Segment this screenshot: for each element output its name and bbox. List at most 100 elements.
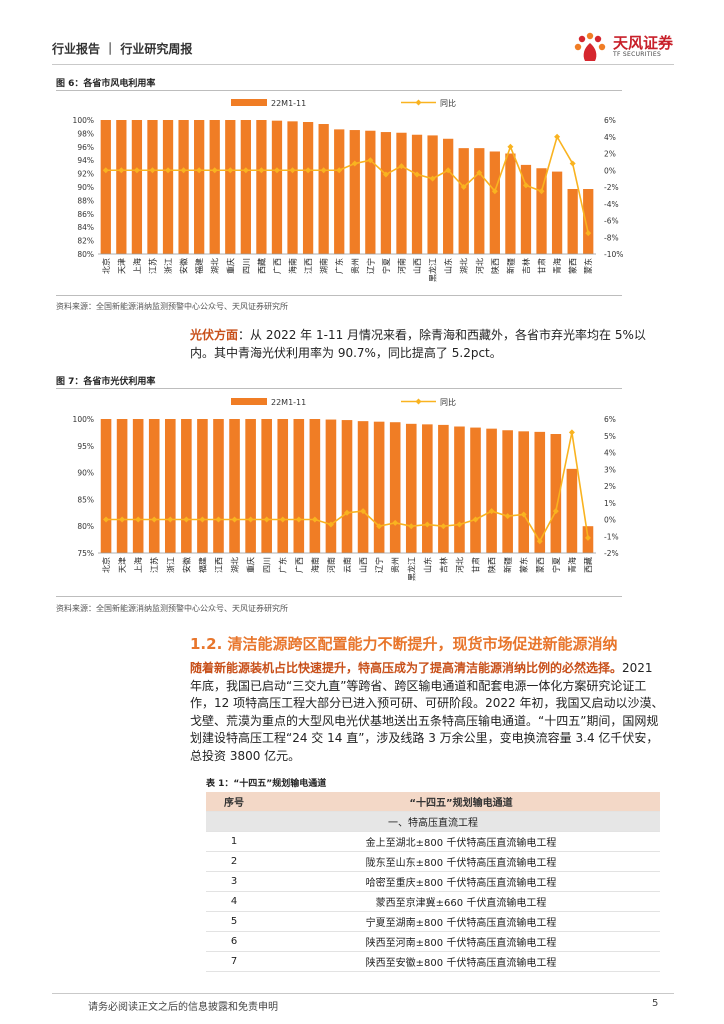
fig7-xtick: 四川 xyxy=(263,557,272,573)
figure6-source: 资料来源：全国新能源消纳监测预警中心公众号、天风证券研究所 xyxy=(56,302,288,311)
fig7-yoy-point xyxy=(552,508,559,515)
fig6-xtick: 蒙西 xyxy=(568,258,578,274)
fig6-bar xyxy=(334,129,345,254)
fig6-xtick: 河北 xyxy=(474,258,484,274)
fig6-yoy-point xyxy=(242,167,249,174)
fig7-legend-line-marker xyxy=(415,398,422,405)
fig7-yoy-point xyxy=(472,516,479,523)
fig6-xtick: 陕西 xyxy=(490,258,500,274)
fig6-legend-bar-label: 22M1-11 xyxy=(271,99,306,108)
fig6-bar xyxy=(162,120,174,254)
fig7-yoy-point xyxy=(392,519,399,526)
fig6-bar xyxy=(349,130,360,254)
fig7-bar xyxy=(197,419,208,553)
fig7-yoy-point xyxy=(504,513,511,520)
fig7-yoy-point xyxy=(183,516,190,523)
table-row: 2 陇东至山东±800 千伏特高压直流输电工程 xyxy=(206,851,660,872)
fig7-ytick-right: 4% xyxy=(604,449,616,458)
fig7-yoy-point xyxy=(199,516,206,523)
fig6-ytick-left: 82% xyxy=(77,237,94,246)
page-number: 5 xyxy=(652,998,659,1009)
fig6-bar xyxy=(178,120,189,254)
fig6-yoy-point xyxy=(196,167,203,174)
row-project: 蒙西至京津冀±660 千伏直流输电工程 xyxy=(262,891,660,912)
fig6-yoy-point xyxy=(522,182,529,189)
fig6-bar xyxy=(474,148,485,254)
fig6-yoy-point xyxy=(118,167,125,174)
fig6-bar xyxy=(131,120,143,254)
fig6-bar xyxy=(287,121,298,254)
fig6-ytick-left: 92% xyxy=(77,170,94,179)
pv-paragraph: 光伏方面：从 2022 年 1-11 月情况来看，除青海和西藏外，各省市弃光率均… xyxy=(190,327,666,362)
transmission-table: 序号 “十四五”规划输电通道 一、特高压直流工程 1 金上至湖北±800 千伏特高… xyxy=(206,792,660,972)
fig6-yoy-point xyxy=(305,167,312,174)
figure7-chart: 22M1-11 同比 75% 80% 85% 90% 95% 100% -2% -1% 0% 1% 2%… xyxy=(73,397,619,581)
fig6-bar xyxy=(411,134,423,254)
fig7-xtick: 河北 xyxy=(454,557,464,573)
fig7-xtick: 天津 xyxy=(117,557,127,573)
fig6-xtick: 河南 xyxy=(396,258,406,274)
fig7-xtick: 新疆 xyxy=(503,557,513,573)
fig7-bar xyxy=(229,419,240,553)
pv-paragraph-lead: 光伏方面 xyxy=(190,328,239,342)
fig6-yoy-point xyxy=(133,167,140,174)
fig7-yoy-point xyxy=(119,516,126,523)
fig7-bar xyxy=(438,424,449,553)
fig7-xtick: 山西 xyxy=(358,557,368,573)
fig7-bar xyxy=(470,427,481,553)
fig7-xtick: 广西 xyxy=(294,557,304,573)
row-index: 1 xyxy=(206,831,262,852)
fig7-yoy-point xyxy=(327,521,334,528)
fig7-ytick-left: 85% xyxy=(77,495,94,504)
header-divider xyxy=(52,64,674,65)
fig6-yoy-point xyxy=(429,175,436,182)
fig7-xtick: 河南 xyxy=(326,557,336,573)
fig6-ytick-right: -2% xyxy=(604,183,619,192)
fig6-bar xyxy=(396,132,407,254)
fig6-xtick: 浙江 xyxy=(163,258,173,274)
table-row: 3 哈密至重庆±800 千伏特高压直流输电工程 xyxy=(206,871,660,892)
fig6-xtick: 湖北 xyxy=(460,258,469,274)
fig7-xtick: 甘肃 xyxy=(471,557,481,573)
row-index: 7 xyxy=(206,951,262,972)
fig6-bar xyxy=(583,189,594,254)
fig6-yoy-point xyxy=(273,167,280,174)
fig6-ytick-left: 88% xyxy=(77,196,94,205)
fig6-bar xyxy=(256,120,267,254)
fig6-bar xyxy=(225,120,236,254)
fig6-ytick-left: 98% xyxy=(77,129,94,138)
fig6-yoy-point xyxy=(538,188,545,195)
fig7-xtick: 广东 xyxy=(278,557,288,573)
fig7-xtick: 江苏 xyxy=(149,557,159,573)
fig6-yoy-point xyxy=(165,167,172,174)
fig7-xtick: 云南 xyxy=(342,557,352,573)
fig7-yoy-point xyxy=(279,516,286,523)
fig7-yoy-point xyxy=(231,516,238,523)
fig6-bar xyxy=(147,120,158,254)
fig7-legend-line-label: 同比 xyxy=(440,397,456,407)
footer-divider xyxy=(52,993,674,994)
fig6-bar xyxy=(443,138,454,254)
fig6-bar xyxy=(240,120,251,254)
fig7-xtick: 浙江 xyxy=(165,557,175,573)
fig7-ytick-left: 100% xyxy=(73,415,94,424)
fig6-xtick: 湖南 xyxy=(319,258,329,274)
fig7-bar xyxy=(357,421,369,553)
fig6-xtick: 湖北 xyxy=(211,258,220,274)
fig7-bar xyxy=(566,468,578,553)
table-row: 6 陕西至河南±800 千伏特高压直流输电工程 xyxy=(206,931,660,952)
fig7-xtick: 重庆 xyxy=(246,557,256,573)
fig7-yoy-point xyxy=(408,523,415,530)
fig7-bar xyxy=(293,419,305,553)
fig6-bar xyxy=(116,120,127,254)
fig7-ytick-right: 3% xyxy=(604,465,616,474)
uhv-paragraph-text: 2021 年底，我国已启动“三交九直”等跨省、跨区输电通道和配套电源一体化方案研… xyxy=(190,661,664,763)
figure6-title: 图 6：各省市风电利用率 xyxy=(56,79,156,89)
fig7-bar xyxy=(261,419,272,553)
fig6-xtick: 黑龙江 xyxy=(428,258,438,282)
fig6-ytick-left: 96% xyxy=(77,143,94,152)
fig6-bar xyxy=(209,120,220,254)
fig6-xtick: 西藏 xyxy=(256,258,266,274)
fig6-bar xyxy=(551,171,563,254)
fig7-xtick: 黑龙江 xyxy=(406,557,416,581)
